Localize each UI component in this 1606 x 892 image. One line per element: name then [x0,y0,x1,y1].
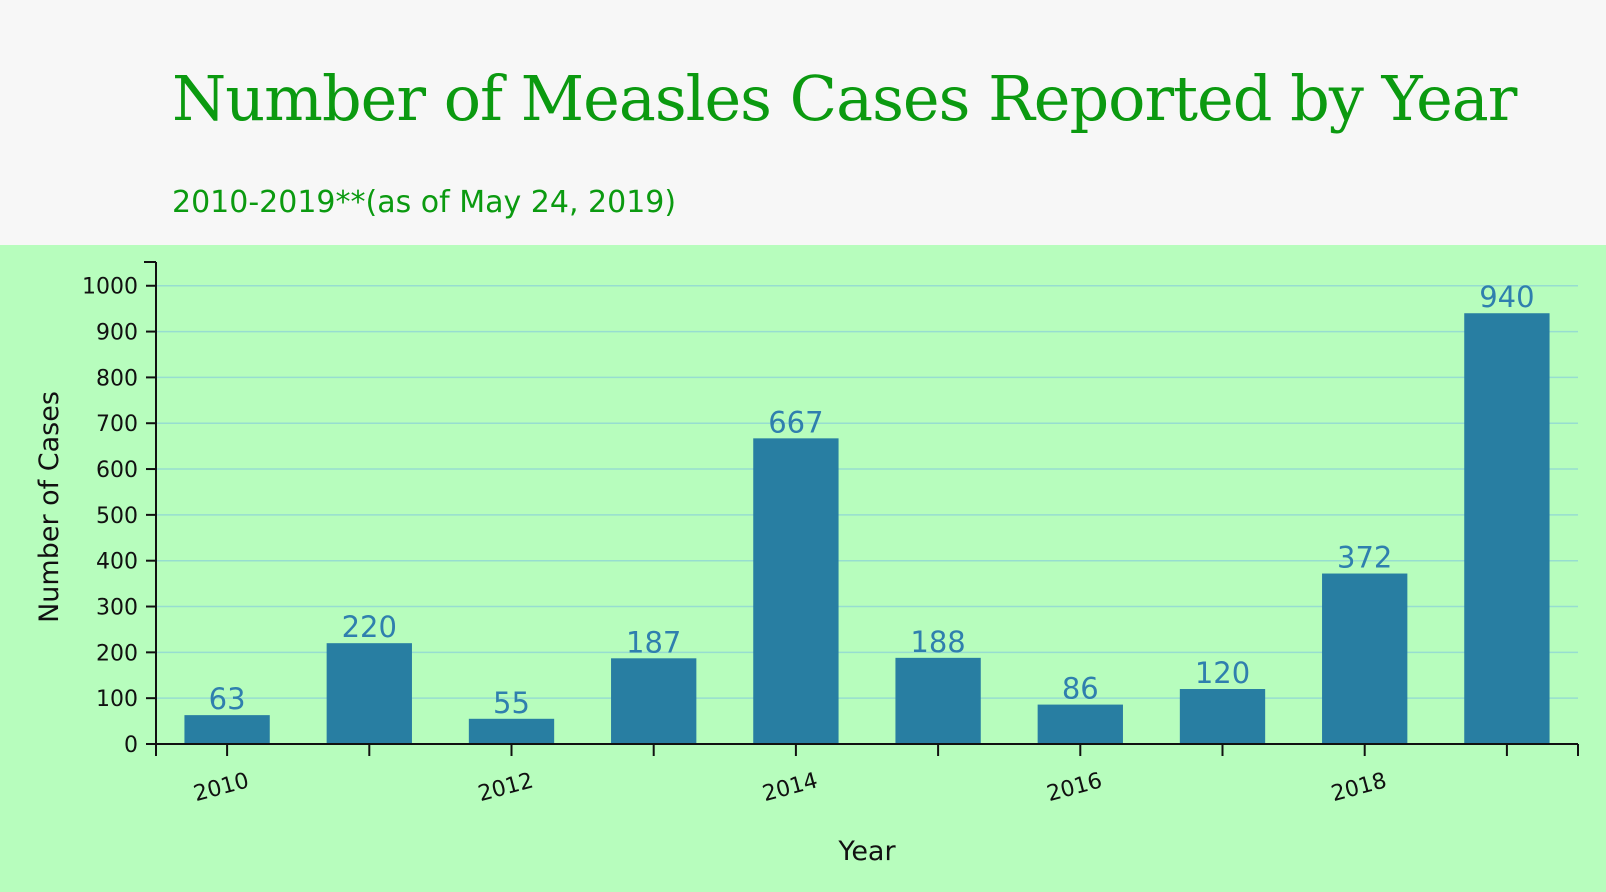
bar-value-label: 120 [1195,656,1250,690]
bar [184,715,270,744]
bar [895,657,981,744]
bar [1037,704,1123,744]
page-subtitle: 2010-2019**(as of May 24, 2019) [172,185,677,220]
bar-labels: 63 220 55 187 667 188 86 120 372 940 [209,280,1535,720]
bar-value-label: 63 [209,682,246,716]
bar [326,643,412,744]
bar-value-label: 372 [1337,541,1392,575]
y-tick-label: 100 [96,687,138,712]
y-tick-label: 1000 [82,275,138,300]
bar [1179,689,1266,744]
bars [184,313,1550,744]
y-tick-label: 400 [96,550,138,575]
bar [1464,313,1550,744]
y-tick-label: 200 [96,641,138,666]
bar-value-label: 55 [493,686,530,720]
bar-value-label: 86 [1062,672,1099,706]
y-tick-label: 900 [96,321,138,346]
y-axis-title: Number of Cases [34,391,65,623]
page-title: Number of Measles Cases Reported by Year [172,62,1517,135]
y-tick-label: 300 [96,596,138,621]
bar-value-label: 667 [768,405,823,439]
bar [753,438,839,744]
bar-value-label: 220 [342,610,397,644]
bar [1322,573,1408,744]
y-tick-label: 800 [96,366,138,391]
x-axis-title: Year [837,836,896,867]
bar [468,718,555,744]
bar-value-label: 187 [626,625,681,659]
y-tick-label: 500 [96,504,138,529]
y-tick-label: 600 [96,458,138,483]
bar-value-label: 940 [1479,280,1534,314]
header: Number of Measles Cases Reported by Year… [0,0,1606,245]
y-tick-label: 700 [96,412,138,437]
y-tick-label: 0 [124,733,138,758]
grid-lines [156,284,1578,699]
bar [611,658,697,744]
bar-chart: 63 220 55 187 667 188 86 120 372 940 0 100 200 300 40… [0,245,1606,892]
bar-value-label: 188 [910,625,965,659]
